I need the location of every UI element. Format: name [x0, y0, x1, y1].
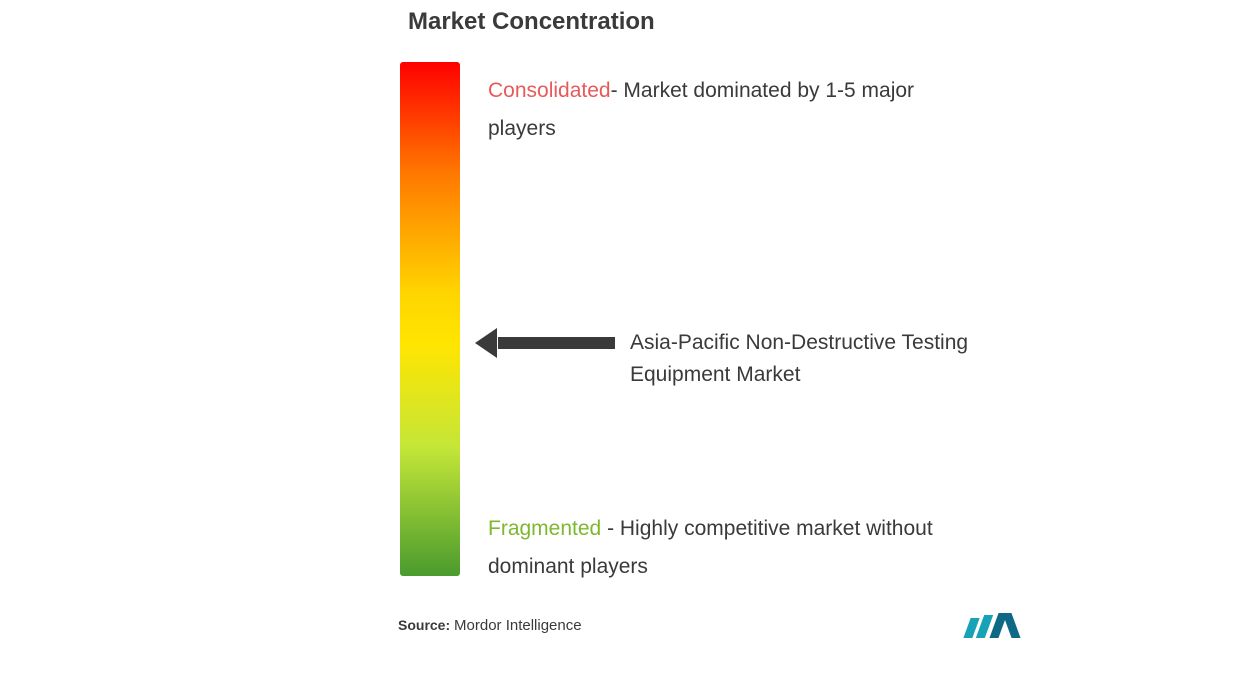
arrow-line [498, 337, 616, 349]
chart-title: Market Concentration [408, 8, 655, 36]
logo-bar-icon [1002, 613, 1020, 638]
consolidated-label-group: Consolidated- Market dominated by 1-5 ma… [488, 72, 928, 148]
arrow-head-icon [475, 328, 497, 358]
fragmented-keyword: Fragmented [488, 517, 601, 540]
source-text: Mordor Intelligence [454, 617, 582, 634]
fragmented-label-group: Fragmented - Highly competitive market w… [488, 510, 958, 586]
consolidated-keyword: Consolidated [488, 79, 611, 102]
source-attribution: Source: Mordor Intelligence [398, 617, 582, 635]
market-name-label: Asia-Pacific Non-Destructive Testing Equ… [630, 327, 1030, 390]
concentration-gradient-bar [400, 62, 460, 576]
source-label: Source: [398, 617, 454, 633]
